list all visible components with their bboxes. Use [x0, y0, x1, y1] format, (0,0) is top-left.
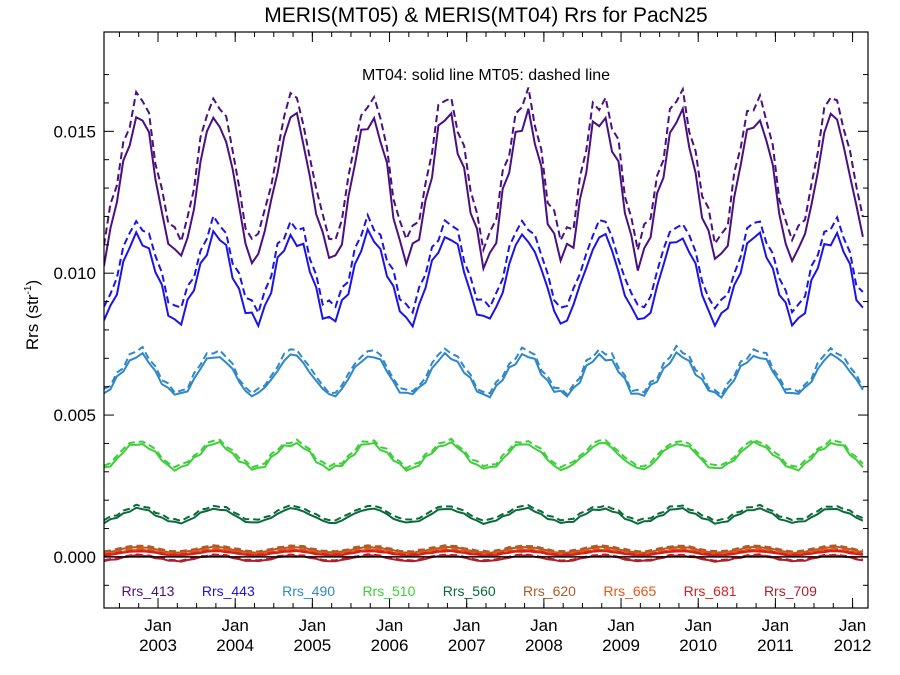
- x-tick-label-month: Jan: [376, 616, 403, 635]
- x-tick-label-month: Jan: [607, 616, 634, 635]
- series-line-mt05: [104, 86, 864, 254]
- axes-layer: 0.0000.0050.0100.015Jan2003Jan2004Jan200…: [53, 31, 872, 655]
- y-tick-label: 0.015: [53, 122, 96, 141]
- x-tick-label-month: Jan: [453, 616, 480, 635]
- series-line-mt05: [104, 549, 864, 556]
- x-tick-label-year: 2012: [834, 636, 872, 655]
- x-tick-label-year: 2010: [679, 636, 717, 655]
- y-axis-label: Rrs (str-1): [23, 280, 42, 350]
- series-line-mt04: [104, 105, 864, 273]
- x-tick-label-month: Jan: [762, 616, 789, 635]
- series-line-mt04: [104, 506, 864, 525]
- series-line-mt04: [104, 226, 864, 329]
- x-tick-label-month: Jan: [530, 616, 557, 635]
- legend-entry-Rrs_443: Rrs_443: [202, 583, 255, 599]
- legend-entry-Rrs_681: Rrs_681: [684, 583, 737, 599]
- legend-entry-Rrs_413: Rrs_413: [122, 583, 175, 599]
- x-tick-label-year: 2008: [525, 636, 563, 655]
- y-tick-label: 0.010: [53, 264, 96, 283]
- series-line-mt05: [104, 212, 864, 316]
- svg-text:Rrs (str-1): Rrs (str-1): [23, 280, 42, 350]
- legend-entry-Rrs_665: Rrs_665: [603, 583, 656, 599]
- x-tick-label-year: 2004: [216, 636, 254, 655]
- x-tick-label-year: 2009: [602, 636, 640, 655]
- series-layer: [104, 86, 868, 563]
- x-tick-label-month: Jan: [144, 616, 171, 635]
- plot-frame: [103, 31, 869, 609]
- series-line-mt04: [104, 350, 864, 399]
- series-Rrs_560: [104, 503, 864, 525]
- y-axis-label-main: Rrs (str: [23, 294, 42, 350]
- series-Rrs_510: [104, 437, 864, 472]
- series-line-mt05: [104, 344, 864, 397]
- series-Rrs_490: [104, 344, 864, 399]
- x-tick-label-year: 2011: [757, 636, 794, 655]
- chart-title: MERIS(MT05) & MERIS(MT04) Rrs for PacN25: [264, 4, 707, 27]
- series-line-mt04: [104, 440, 864, 472]
- x-tick-label-year: 2003: [139, 636, 177, 655]
- legend-entry-Rrs_620: Rrs_620: [523, 583, 576, 599]
- series-line-mt05: [104, 503, 864, 523]
- x-tick-label-year: 2006: [371, 636, 409, 655]
- series-line-mt05: [104, 544, 863, 553]
- y-tick-label: 0.005: [53, 406, 96, 425]
- series-Rrs_413: [104, 86, 864, 273]
- x-tick-label-month: Jan: [839, 616, 866, 635]
- chart-subtitle: MT04: solid line MT05: dashed line: [362, 67, 610, 84]
- series-Rrs_681: [104, 549, 864, 557]
- y-tick-label: 0.000: [53, 548, 96, 567]
- x-tick-label-year: 2005: [293, 636, 331, 655]
- series-line-mt05: [104, 437, 864, 470]
- x-tick-label-year: 2007: [448, 636, 486, 655]
- y-axis-label-sup: -1: [23, 285, 34, 294]
- y-axis-label-tail: ): [23, 280, 42, 286]
- x-tick-label-month: Jan: [221, 616, 248, 635]
- legend-entry-Rrs_490: Rrs_490: [282, 583, 335, 599]
- legend-entry-Rrs_510: Rrs_510: [362, 583, 415, 599]
- legend-layer: Rrs_413 Rrs_443 Rrs_490 Rrs_510 Rrs_560 Rrs_6…: [122, 583, 818, 599]
- x-tick-label-month: Jan: [299, 616, 326, 635]
- series-line-mt05: [104, 547, 864, 555]
- legend-entry-Rrs_709: Rrs_709: [764, 583, 817, 599]
- series-Rrs_443: [104, 212, 864, 329]
- legend-entry-Rrs_560: Rrs_560: [443, 583, 496, 599]
- x-tick-label-month: Jan: [685, 616, 712, 635]
